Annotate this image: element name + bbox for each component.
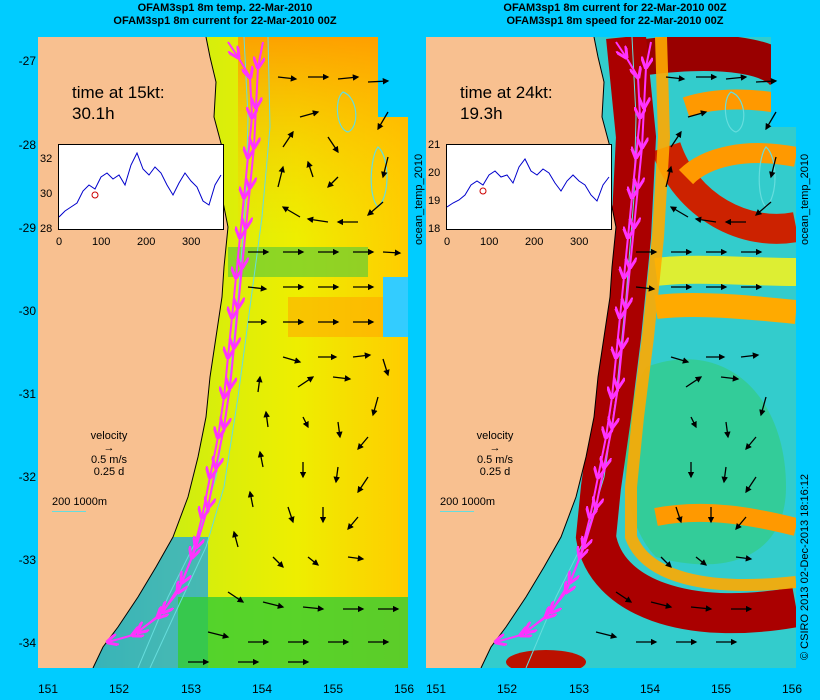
left-inset-plot <box>58 144 224 230</box>
side-label-right: ocean_temp_2010 <box>799 153 811 245</box>
right-title-line1: OFAM3sp1 8m current for 22-Mar-2010 00Z <box>503 2 727 14</box>
left-lon-tick-154: 154 <box>251 682 273 696</box>
left-inset-xtick-2: 100 <box>92 236 111 248</box>
right-inset-ytick-3: 19 <box>428 195 441 207</box>
right-lon-tick-154: 154 <box>639 682 661 696</box>
right-inset-ytick-2: 20 <box>428 167 441 179</box>
left-time-value: 30.1h <box>72 104 115 123</box>
left-velocity-time: 0.25 d <box>93 466 125 478</box>
right-velocity-time: 0.25 d <box>479 466 511 478</box>
right-map <box>426 37 796 668</box>
right-time-value: 19.3h <box>460 104 503 123</box>
side-label-left: ocean_temp_2010 <box>413 153 425 245</box>
left-lon-tick-152: 152 <box>108 682 130 696</box>
right-time-box: time at 24kt: 19.3h <box>460 82 553 124</box>
lat-tick-27: -27 <box>18 54 36 68</box>
left-title-line1: OFAM3sp1 8m temp. 22-Mar-2010 <box>137 2 313 14</box>
right-velocity-legend: velocity → 0.5 m/s 0.25 d <box>470 430 520 478</box>
cyan-top-right <box>378 37 408 117</box>
right-inset-xtick-3: 200 <box>525 236 544 248</box>
left-depth-scale-line <box>52 511 86 512</box>
orange-band <box>654 292 796 324</box>
left-map <box>38 37 408 668</box>
eddy-ring-right <box>651 141 796 244</box>
left-inset-ytick-3: 28 <box>40 223 53 235</box>
left-inset-ytick-1: 32 <box>40 153 53 165</box>
bottom-red-eddy <box>506 650 586 668</box>
lat-tick-28: -28 <box>18 138 36 152</box>
lat-tick-33: -33 <box>18 553 36 567</box>
right-velocity-label: velocity <box>476 430 514 442</box>
right-velocity-arrow: → <box>489 442 501 454</box>
lat-tick-30: -30 <box>18 304 36 318</box>
right-inset-xtick-4: 300 <box>570 236 589 248</box>
left-title-line2: OFAM3sp1 8m current for 22-Mar-2010 00Z <box>113 15 337 27</box>
right-time-label: time at 24kt: <box>460 83 553 102</box>
right-inset-series <box>446 158 610 208</box>
left-time-label: time at 15kt: <box>72 83 165 102</box>
right-inset-ytick-4: 18 <box>428 223 441 235</box>
left-depth-scale: 200 1000m <box>52 496 108 508</box>
left-velocity-speed: 0.5 m/s <box>90 454 128 466</box>
right-lon-tick-153: 153 <box>568 682 590 696</box>
current-vectors <box>595 73 778 646</box>
right-lon-tick-155: 155 <box>710 682 732 696</box>
left-inset-marker <box>91 191 99 199</box>
left-time-box: time at 15kt: 30.1h <box>72 82 165 124</box>
ship-route <box>108 41 263 642</box>
right-lon-tick-152: 152 <box>496 682 518 696</box>
cyan-mid-right <box>383 277 408 337</box>
right-title: OFAM3sp1 8m current for 22-Mar-2010 00Z … <box>450 2 780 28</box>
right-depth-scale: 200 1000m <box>440 496 496 508</box>
left-title: OFAM3sp1 8m temp. 22-Mar-2010 OFAM3sp1 8… <box>60 2 390 28</box>
left-inset-ytick-2: 30 <box>40 188 53 200</box>
credit-label: © CSIRO 2013 02-Dec-2013 18:16:12 <box>799 473 811 660</box>
right-inset-xtick-2: 100 <box>480 236 499 248</box>
left-velocity-arrow: → <box>103 442 115 454</box>
lat-tick-29: -29 <box>18 221 36 235</box>
left-velocity-label: velocity <box>90 430 128 442</box>
left-lon-tick-153: 153 <box>180 682 202 696</box>
eddy-bottom-ring <box>654 503 796 536</box>
ship-route <box>496 41 651 642</box>
left-inset-xtick-4: 300 <box>182 236 201 248</box>
yellow-band <box>654 255 796 286</box>
right-inset-ytick-1: 21 <box>428 139 441 151</box>
right-velocity-speed: 0.5 m/s <box>476 454 514 466</box>
left-lon-tick-155: 155 <box>322 682 344 696</box>
right-title-line2: OFAM3sp1 8m speed for 22-Mar-2010 00Z <box>506 15 724 27</box>
right-inset-xtick-1: 0 <box>444 236 451 248</box>
left-velocity-legend: velocity → 0.5 m/s 0.25 d <box>84 430 134 478</box>
left-inset-xtick-3: 200 <box>137 236 156 248</box>
lat-tick-32: -32 <box>18 470 36 484</box>
left-inset-xtick-1: 0 <box>56 236 63 248</box>
right-depth-scale-line <box>440 511 474 512</box>
right-inset-marker <box>479 187 487 195</box>
right-inset-plot <box>446 144 612 230</box>
right-lon-tick-156: 156 <box>781 682 803 696</box>
right-lon-tick-151: 151 <box>425 682 447 696</box>
lat-tick-34: -34 <box>18 636 36 650</box>
left-lon-tick-151: 151 <box>37 682 59 696</box>
lat-tick-31: -31 <box>18 387 36 401</box>
left-inset-series <box>58 151 222 218</box>
left-lon-tick-156: 156 <box>393 682 415 696</box>
